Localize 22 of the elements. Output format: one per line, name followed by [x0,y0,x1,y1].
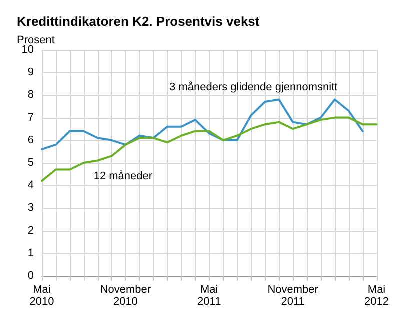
y-tick-label: 4 [28,180,34,192]
y-tick-label: 9 [28,66,34,79]
y-tick-label: 3 [28,202,34,214]
y-tick-label: 8 [28,89,34,102]
y-tick-label: 6 [28,134,34,146]
x-tick-label: Mai 2010 [30,284,54,308]
x-tick-label: November 2011 [268,284,319,308]
y-tick-label: 7 [28,112,34,124]
line-series [41,116,378,182]
x-tick-label: Mai 2012 [364,284,390,308]
line-series [41,98,364,150]
y-tick-label: 1 [28,247,34,260]
y-tick-label: 5 [28,157,34,169]
series-label: 12 måneder [94,170,153,183]
y-tick-label: 2 [28,224,34,237]
chart-title: Kredittindikatoren K2. Prosentvis vekst [17,14,260,29]
y-tick-label: 0 [28,270,34,282]
series-label: 3 måneders glidende gjennomsnitt [170,81,338,94]
x-tick-label: November 2010 [100,284,152,308]
y-axis-title: Prosent [17,34,55,46]
y-tick-label: 10 [22,44,34,56]
x-tick-label: Mai 2011 [198,284,222,308]
